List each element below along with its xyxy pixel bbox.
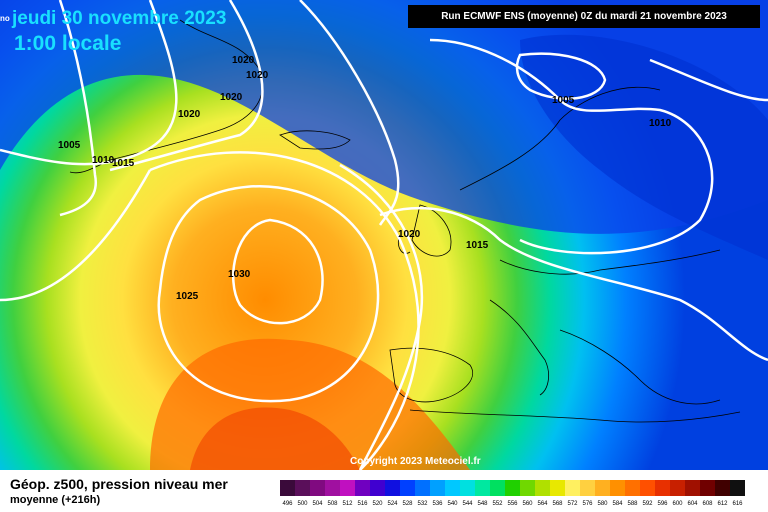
legend-swatch bbox=[490, 480, 505, 496]
legend-tick-label: 576 bbox=[582, 501, 593, 507]
legend-swatch bbox=[670, 480, 685, 496]
forecast-time: 1:00 locale bbox=[14, 32, 122, 55]
isobar-label: 1025 bbox=[176, 291, 199, 302]
color-legend: 496 500 504 508 512 516 520 524 528 532 536 540 544 5… bbox=[280, 480, 745, 507]
legend-swatch bbox=[280, 480, 295, 496]
legend-swatch bbox=[610, 480, 625, 496]
legend-swatch bbox=[460, 480, 475, 496]
legend-swatch bbox=[400, 480, 415, 496]
legend-swatch bbox=[370, 480, 385, 496]
legend-swatch bbox=[685, 480, 700, 496]
isobar-label: 1010 bbox=[92, 155, 115, 166]
legend-swatch bbox=[715, 480, 730, 496]
legend-tick-label: 584 bbox=[612, 501, 623, 507]
legend-swatch bbox=[580, 480, 595, 496]
legend-tick-label: 520 bbox=[372, 501, 383, 507]
legend-swatch bbox=[430, 480, 445, 496]
legend-swatch bbox=[505, 480, 520, 496]
isobars bbox=[0, 0, 768, 470]
legend-swatch bbox=[340, 480, 355, 496]
legend-tick-label: 536 bbox=[432, 501, 443, 507]
legend-tick-label: 516 bbox=[357, 501, 368, 507]
legend-tick-label: 572 bbox=[567, 501, 578, 507]
legend-swatch bbox=[295, 480, 310, 496]
isobar-labels: 1005 1010 1015 1020 1020 1020 1020 1005 … bbox=[58, 55, 672, 302]
footer: Géop. z500, pression niveau mer moyenne … bbox=[0, 470, 768, 512]
legend-swatch bbox=[730, 480, 745, 496]
legend-tick-label: 496 bbox=[282, 501, 293, 507]
isobar-label: 1020 bbox=[398, 229, 421, 240]
legend-tick-label: 508 bbox=[327, 501, 338, 507]
legend-swatch bbox=[625, 480, 640, 496]
forecast-date: jeudi 30 novembre 2023 bbox=[12, 8, 227, 29]
chart-parameter-title: Géop. z500, pression niveau mer bbox=[10, 476, 228, 492]
isobar-label: 1020 bbox=[178, 109, 201, 120]
warm-core-inner bbox=[190, 407, 360, 470]
legend-tick-label: 528 bbox=[402, 501, 413, 507]
legend-swatch bbox=[565, 480, 580, 496]
run-info: Run ECMWF ENS (moyenne) 0Z du mardi 21 n… bbox=[408, 5, 760, 28]
legend-tick-label: 604 bbox=[687, 501, 698, 507]
legend-swatch bbox=[445, 480, 460, 496]
legend-tick-label: 596 bbox=[657, 501, 668, 507]
legend-swatch bbox=[385, 480, 400, 496]
coastlines bbox=[69, 19, 741, 423]
legend-tick-label: 592 bbox=[642, 501, 653, 507]
cold-core bbox=[520, 34, 768, 260]
corner-tag: no bbox=[0, 14, 10, 23]
legend-tick-label: 556 bbox=[507, 501, 518, 507]
legend-swatch bbox=[520, 480, 535, 496]
isobar-label: 1010 bbox=[649, 118, 672, 129]
legend-tick-label: 544 bbox=[462, 501, 473, 507]
legend-tick-label: 600 bbox=[672, 501, 683, 507]
legend-tick-label: 564 bbox=[537, 501, 548, 507]
legend-tick-label: 616 bbox=[732, 501, 743, 507]
legend-tick-label: 512 bbox=[342, 501, 353, 507]
legend-tick-label: 504 bbox=[312, 501, 323, 507]
legend-swatch bbox=[325, 480, 340, 496]
legend-swatch bbox=[535, 480, 550, 496]
legend-tick-label: 560 bbox=[522, 501, 533, 507]
legend-tick-label: 524 bbox=[387, 501, 398, 507]
legend-tick-label: 552 bbox=[492, 501, 503, 507]
isobar-label: 1005 bbox=[552, 95, 575, 106]
legend-swatch bbox=[310, 480, 325, 496]
isobar-label: 1020 bbox=[220, 92, 243, 103]
isobar-label: 1005 bbox=[58, 140, 81, 151]
legend-tick-label: 608 bbox=[702, 501, 713, 507]
legend-swatch bbox=[655, 480, 670, 496]
chart-parameter-subtitle: moyenne (+216h) bbox=[10, 494, 101, 506]
legend-tick-label: 568 bbox=[552, 501, 563, 507]
isobar-label: 1015 bbox=[112, 158, 135, 169]
legend-swatch bbox=[595, 480, 610, 496]
legend-tick-label: 580 bbox=[597, 501, 608, 507]
isobar-label: 1020 bbox=[246, 70, 269, 81]
isobar-label: 1020 bbox=[232, 55, 255, 66]
legend-swatch bbox=[550, 480, 565, 496]
copyright: Copyright 2023 Meteociel.fr bbox=[350, 456, 481, 467]
legend-swatch bbox=[640, 480, 655, 496]
legend-tick-label: 588 bbox=[627, 501, 638, 507]
legend-swatch bbox=[355, 480, 370, 496]
legend-tick-label: 532 bbox=[417, 501, 428, 507]
isobar-label: 1015 bbox=[466, 240, 489, 251]
legend-tick-label: 500 bbox=[297, 501, 308, 507]
legend-tick-label: 540 bbox=[447, 501, 458, 507]
isobar-label: 1030 bbox=[228, 269, 251, 280]
weather-map: 1005 1010 1015 1020 1020 1020 1020 1005 … bbox=[0, 0, 768, 470]
legend-tick-label: 612 bbox=[717, 501, 728, 507]
legend-swatch bbox=[475, 480, 490, 496]
legend-swatch bbox=[700, 480, 715, 496]
legend-tick-label: 548 bbox=[477, 501, 488, 507]
legend-swatch bbox=[415, 480, 430, 496]
